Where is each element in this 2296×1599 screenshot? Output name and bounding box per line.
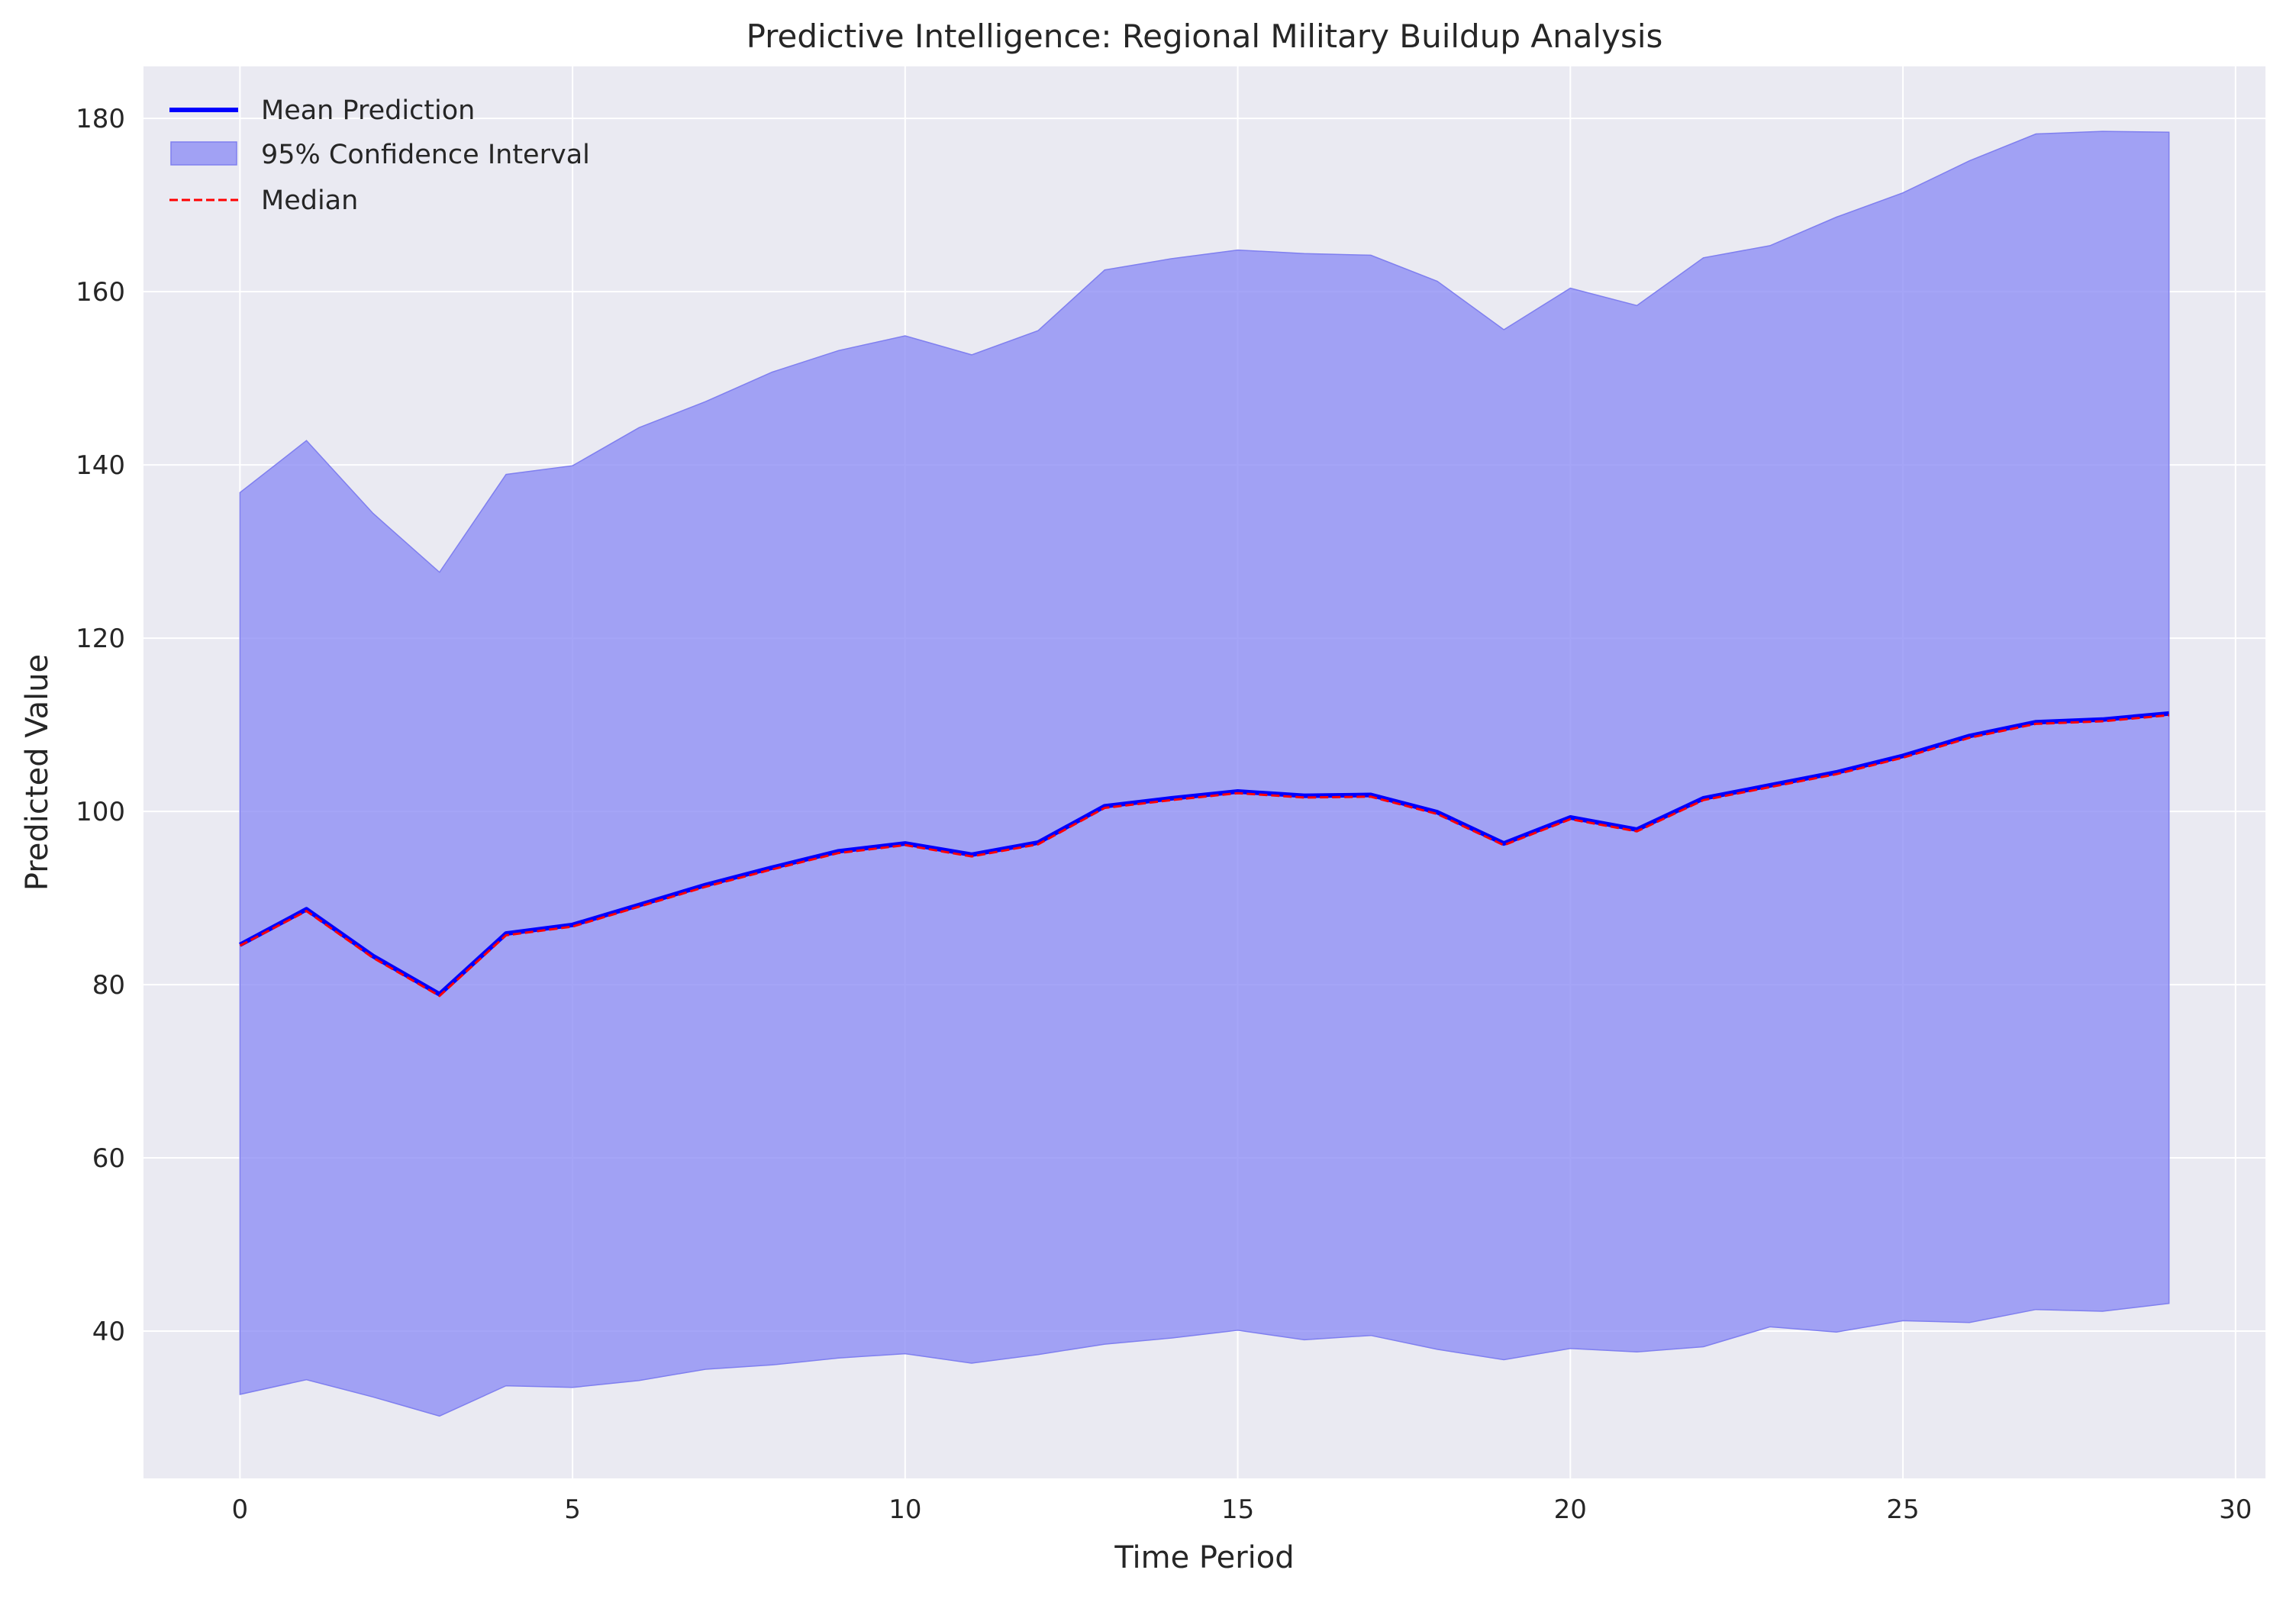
confidence-band bbox=[239, 131, 2170, 1417]
y-tick-label: 140 bbox=[76, 450, 125, 481]
legend-label-confidence-interval: 95% Confidence Interval bbox=[261, 140, 590, 170]
x-tick-label: 25 bbox=[1886, 1494, 1919, 1525]
y-tick-label: 180 bbox=[76, 104, 125, 134]
mean-prediction-line bbox=[238, 711, 2169, 997]
chart-title: Predictive Intelligence: Regional Milita… bbox=[747, 18, 1663, 55]
y-tick-label: 80 bbox=[92, 970, 125, 1001]
y-tick-labels: 40 60 80 100 120 140 160 180 bbox=[76, 104, 125, 1347]
x-tick-labels: 0 5 10 15 20 25 30 bbox=[232, 1494, 2252, 1525]
legend-swatch-confidence-interval bbox=[170, 141, 237, 166]
x-tick-label: 0 bbox=[232, 1494, 249, 1525]
x-tick-label: 5 bbox=[564, 1494, 581, 1525]
y-tick-label: 100 bbox=[76, 797, 125, 827]
y-tick-label: 160 bbox=[76, 277, 125, 308]
series-lines-layer bbox=[238, 711, 2169, 998]
legend-label-mean-prediction: Mean Prediction bbox=[261, 95, 475, 126]
y-tick-label: 60 bbox=[92, 1143, 125, 1174]
median-line bbox=[239, 714, 2169, 998]
y-tick-label: 40 bbox=[92, 1317, 125, 1347]
x-tick-label: 10 bbox=[888, 1494, 921, 1525]
x-axis-label: Time Period bbox=[1114, 1540, 1294, 1575]
x-tick-label: 20 bbox=[1554, 1494, 1587, 1525]
confidence-band-layer bbox=[239, 131, 2170, 1417]
x-tick-label: 30 bbox=[2219, 1494, 2252, 1525]
legend-label-median: Median bbox=[261, 185, 358, 216]
y-axis-label: Predicted Value bbox=[20, 654, 55, 891]
y-tick-label: 120 bbox=[76, 624, 125, 654]
legend: Mean Prediction 95% Confidence Interval … bbox=[169, 95, 590, 216]
x-tick-label: 15 bbox=[1221, 1494, 1254, 1525]
